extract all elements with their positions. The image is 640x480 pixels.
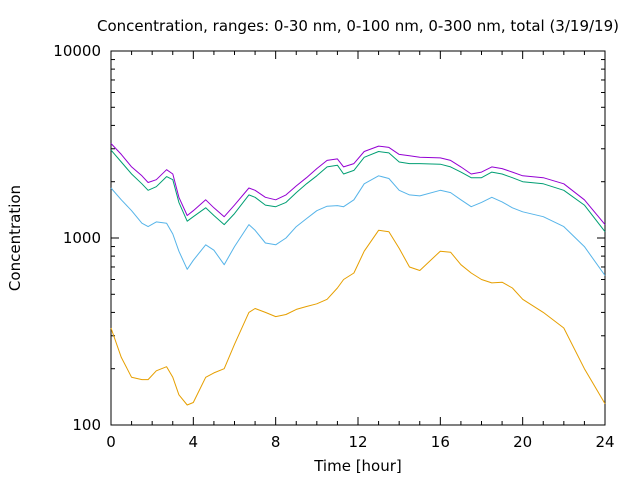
x-tick-label: 16: [431, 433, 450, 451]
x-tick-label: 20: [513, 433, 532, 451]
series-line-2: [110, 149, 606, 233]
y-tick-label: 100: [72, 416, 101, 434]
x-tick-label: 24: [595, 433, 614, 451]
y-axis-label: Concentration: [6, 185, 24, 291]
y-tick-label: 1000: [63, 229, 101, 247]
x-axis: 0 4 8 12 16 20 24: [106, 51, 615, 451]
plot-frame: [110, 50, 606, 426]
y-tick-label: 10000: [53, 42, 101, 60]
y-axis: 100 1000 10000: [53, 42, 605, 434]
x-axis-label: Time [hour]: [313, 457, 402, 475]
series-line-4: [110, 229, 606, 406]
series-layer: [110, 143, 606, 406]
x-tick-label: 0: [106, 433, 116, 451]
x-tick-label: 12: [348, 433, 367, 451]
x-tick-label: 4: [189, 433, 199, 451]
chart-title: Concentration, ranges: 0-30 nm, 0-100 nm…: [97, 17, 619, 35]
series-line-1: [110, 143, 606, 225]
series-line-3: [110, 175, 606, 276]
x-tick-label: 8: [271, 433, 281, 451]
